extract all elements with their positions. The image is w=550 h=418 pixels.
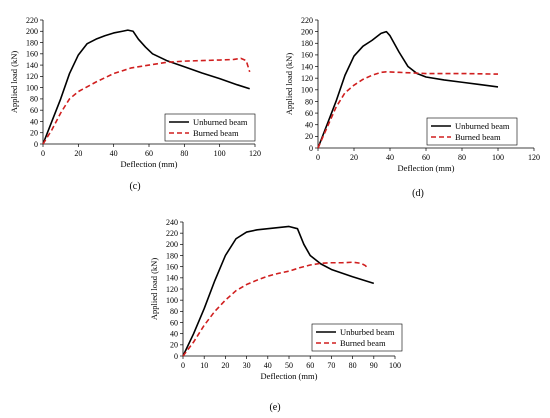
y-tick-label: 140 xyxy=(166,274,178,283)
y-tick-label: 80 xyxy=(305,97,313,106)
x-tick-label: 40 xyxy=(264,361,272,370)
legend-label: Burned beam xyxy=(193,128,239,138)
y-tick-label: 220 xyxy=(301,16,313,25)
legend-box xyxy=(311,323,403,352)
x-tick-label: 80 xyxy=(180,149,188,158)
legend-box xyxy=(164,113,256,142)
x-tick-label: 60 xyxy=(306,361,314,370)
legend-label: Unburned beam xyxy=(455,121,510,131)
y-tick-label: 180 xyxy=(166,251,178,260)
y-tick-label: 200 xyxy=(166,240,178,249)
y-tick-label: 220 xyxy=(26,16,38,25)
y-tick-label: 200 xyxy=(26,27,38,36)
y-axis-title: Applied load (kN) xyxy=(284,53,294,115)
y-tick-label: 140 xyxy=(26,61,38,70)
figure-caption: (c) xyxy=(129,181,140,192)
x-tick-label: 50 xyxy=(285,361,293,370)
y-tick-label: 200 xyxy=(301,27,313,36)
x-axis-title: Deflection (mm) xyxy=(121,159,178,169)
x-tick-label: 40 xyxy=(386,153,394,162)
series-line-burned xyxy=(42,57,251,145)
x-tick-label: 0 xyxy=(41,149,45,158)
y-tick-label: 60 xyxy=(170,318,178,327)
x-tick-label: 120 xyxy=(528,153,540,162)
x-tick-label: 60 xyxy=(422,153,430,162)
y-axis-title: Applied load (kN) xyxy=(149,258,159,320)
x-tick-label: 100 xyxy=(492,153,504,162)
y-tick-label: 20 xyxy=(170,341,178,350)
y-tick-label: 160 xyxy=(166,262,178,271)
y-tick-label: 220 xyxy=(166,229,178,238)
x-axis-title: Deflection (mm) xyxy=(261,371,318,381)
y-tick-label: 120 xyxy=(26,72,38,81)
x-tick-label: 100 xyxy=(214,149,226,158)
legend-label: Unburbed beam xyxy=(340,327,395,337)
y-tick-label: 140 xyxy=(301,62,313,71)
figure-caption: (e) xyxy=(269,402,280,413)
legend-box xyxy=(426,117,518,146)
y-tick-label: 120 xyxy=(166,285,178,294)
y-tick-label: 0 xyxy=(34,140,38,149)
y-tick-label: 160 xyxy=(26,50,38,59)
y-tick-label: 80 xyxy=(30,95,38,104)
series-line-burned xyxy=(182,261,369,357)
y-tick-label: 0 xyxy=(309,144,313,153)
series-line-burned xyxy=(317,70,499,149)
x-tick-label: 90 xyxy=(370,361,378,370)
x-axis-title: Deflection (mm) xyxy=(398,163,455,173)
x-tick-label: 80 xyxy=(349,361,357,370)
y-tick-label: 40 xyxy=(170,329,178,338)
x-tick-label: 100 xyxy=(389,361,401,370)
y-tick-label: 240 xyxy=(166,218,178,227)
x-tick-label: 10 xyxy=(200,361,208,370)
y-tick-label: 40 xyxy=(305,121,313,130)
y-tick-label: 40 xyxy=(30,117,38,126)
chart-0: 0 20 40 60 80 100 120 140 160 180 200 220 0 20 40 60 80 1… xyxy=(9,16,261,192)
x-tick-label: 30 xyxy=(243,361,251,370)
x-tick-label: 40 xyxy=(110,149,118,158)
y-tick-label: 160 xyxy=(301,51,313,60)
x-tick-label: 70 xyxy=(327,361,335,370)
series-line-unburned xyxy=(317,30,499,149)
y-tick-label: 100 xyxy=(301,86,313,95)
legend-label: Burned beam xyxy=(340,338,386,348)
legend-label: Burned beam xyxy=(455,132,501,142)
x-tick-label: 20 xyxy=(350,153,358,162)
figure-caption: (d) xyxy=(412,188,424,199)
series-line-unburned xyxy=(42,29,250,145)
chart-2: 0 20 40 60 80 100 120 140 160 180 200 220 240 0 10 20 30… xyxy=(149,218,403,413)
y-tick-label: 80 xyxy=(170,307,178,316)
y-tick-label: 0 xyxy=(174,352,178,361)
series-line-unburned xyxy=(182,225,375,357)
x-tick-label: 0 xyxy=(181,361,185,370)
x-tick-label: 60 xyxy=(145,149,153,158)
x-tick-label: 20 xyxy=(74,149,82,158)
y-axis-title: Applied load (kN) xyxy=(9,51,19,113)
x-tick-label: 120 xyxy=(249,149,261,158)
chart-1: 0 20 40 60 80 100 120 140 160 180 200 220 0 20 40 60 80 1… xyxy=(284,16,540,199)
legend-label: Unburned beam xyxy=(193,117,248,127)
y-tick-label: 60 xyxy=(30,106,38,115)
y-tick-label: 60 xyxy=(305,109,313,118)
y-tick-label: 20 xyxy=(305,132,313,141)
y-tick-label: 100 xyxy=(166,296,178,305)
x-tick-label: 80 xyxy=(458,153,466,162)
y-tick-label: 120 xyxy=(301,74,313,83)
y-tick-label: 180 xyxy=(301,39,313,48)
y-tick-label: 100 xyxy=(26,83,38,92)
y-tick-label: 20 xyxy=(30,129,38,138)
y-tick-label: 180 xyxy=(26,38,38,47)
x-tick-label: 0 xyxy=(316,153,320,162)
x-tick-label: 20 xyxy=(221,361,229,370)
